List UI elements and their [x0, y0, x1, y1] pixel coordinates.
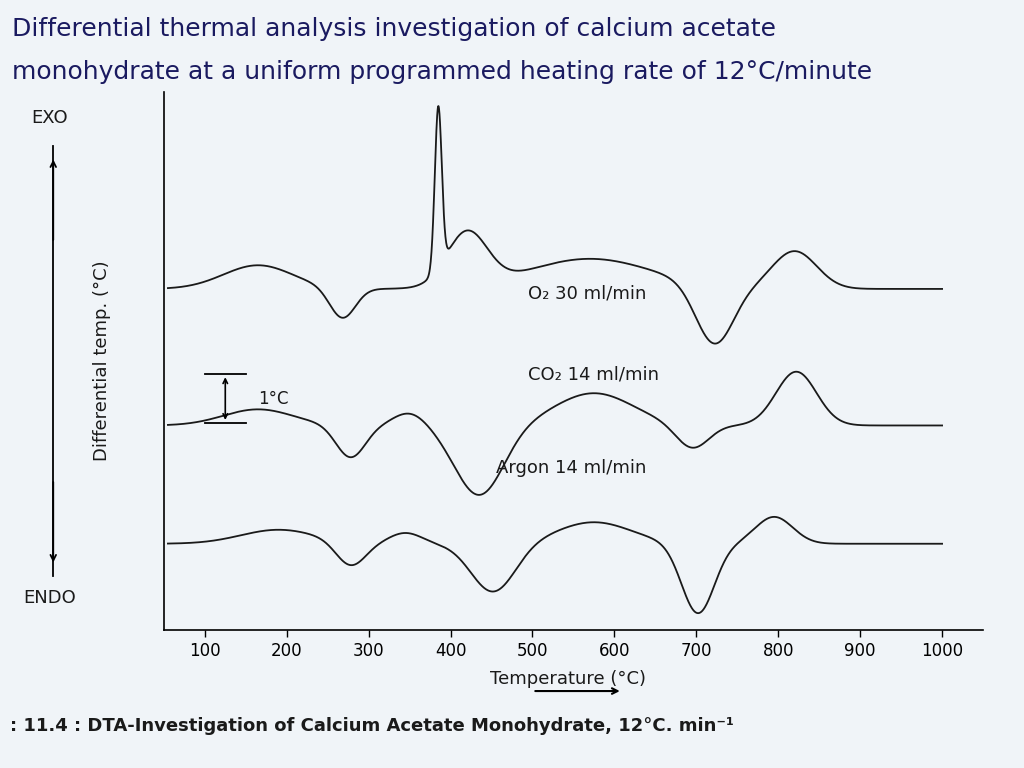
Text: Differential thermal analysis investigation of calcium acetate: Differential thermal analysis investigat…: [12, 17, 776, 41]
Text: monohydrate at a uniform programmed heating rate of 12°C/minute: monohydrate at a uniform programmed heat…: [12, 60, 872, 84]
Text: Differential temp. (°C): Differential temp. (°C): [93, 260, 112, 462]
Text: ENDO: ENDO: [23, 590, 76, 607]
Text: Temperature (°C): Temperature (°C): [490, 670, 646, 687]
Text: : 11.4 : DTA-Investigation of Calcium Acetate Monohydrate, 12°C. min⁻¹: : 11.4 : DTA-Investigation of Calcium Ac…: [10, 717, 734, 735]
Text: CO₂ 14 ml/min: CO₂ 14 ml/min: [528, 366, 659, 384]
Text: Argon 14 ml/min: Argon 14 ml/min: [496, 459, 646, 478]
Text: EXO: EXO: [31, 109, 68, 127]
Text: O₂ 30 ml/min: O₂ 30 ml/min: [528, 284, 647, 303]
Text: 1°C: 1°C: [258, 389, 289, 408]
